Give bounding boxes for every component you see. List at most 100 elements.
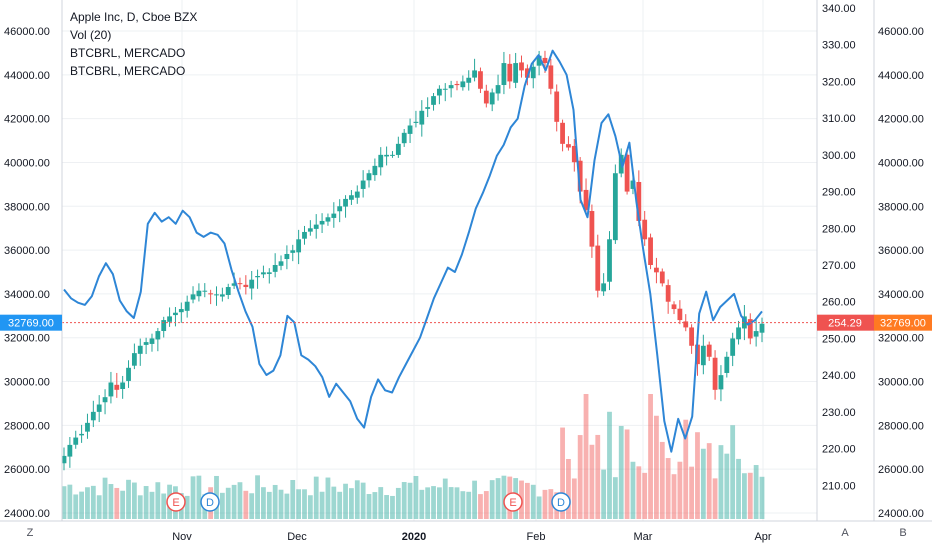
candle-body <box>636 181 642 221</box>
volume-bar <box>360 482 366 519</box>
right-axis-label: 24000.00 <box>878 508 924 520</box>
volume-bar <box>730 425 736 519</box>
volume-bar <box>184 495 190 519</box>
legend-volume: Vol (20) <box>70 28 112 42</box>
candle-body <box>560 122 565 144</box>
left-axis-label: 34000.00 <box>4 289 50 301</box>
volume-bar <box>190 476 196 519</box>
candle-body <box>255 276 260 278</box>
volume-bar <box>577 435 583 519</box>
volume-bar <box>261 487 266 519</box>
volume-bar <box>736 458 741 519</box>
volume-bar <box>724 453 730 519</box>
volume-bar <box>677 461 683 519</box>
volume-bar <box>149 491 155 519</box>
right-axis-label: 34000.00 <box>878 289 924 301</box>
candle-body <box>120 382 126 389</box>
candle-body <box>654 267 659 273</box>
candle-body <box>466 77 472 83</box>
candle-body <box>548 65 554 89</box>
candle-body <box>495 85 501 94</box>
volume-bar <box>618 425 624 519</box>
mid-axis-label: 280.00 <box>822 223 856 235</box>
volume-bar <box>712 478 718 519</box>
volume-bar <box>102 477 108 519</box>
volume-bar <box>290 479 296 519</box>
corner-z-button[interactable]: Z <box>26 527 34 539</box>
volume-bar <box>79 491 84 519</box>
candle-body <box>290 250 296 253</box>
mid-axis-label: 240.00 <box>822 370 856 382</box>
candle-body <box>436 88 442 96</box>
volume-bar <box>249 493 255 519</box>
volume-bar <box>630 461 636 519</box>
volume-bar <box>85 487 90 519</box>
mid-axis-label: 210.00 <box>822 480 856 492</box>
volume-bar <box>407 482 413 519</box>
volume-bar <box>307 495 313 519</box>
right-axis-label: 42000.00 <box>878 114 924 126</box>
corner-a-button[interactable]: A <box>841 527 849 539</box>
dividend-marker[interactable] <box>551 492 571 512</box>
candle-body <box>243 284 249 288</box>
candle-body <box>219 294 225 297</box>
candle-body <box>530 66 536 79</box>
candle-body <box>278 261 284 266</box>
candle-body <box>442 88 448 90</box>
volume-bar <box>337 491 343 519</box>
volume-bar <box>390 495 395 519</box>
earnings-marker[interactable] <box>503 492 523 512</box>
volume-bar <box>742 473 747 519</box>
volume-bar <box>266 491 272 519</box>
candle-body <box>425 107 431 109</box>
volume-bar <box>648 394 653 519</box>
candle-body <box>566 144 571 148</box>
left-price-badge <box>0 314 62 331</box>
volume-bar <box>571 478 577 519</box>
candle-body <box>126 367 131 381</box>
volume-bar <box>654 415 659 519</box>
time-axis-label: Apr <box>754 531 771 543</box>
volume-bar <box>431 486 436 519</box>
left-axis-label: 36000.00 <box>4 245 50 257</box>
right-axis-label: 44000.00 <box>878 70 924 82</box>
candle-body <box>67 444 73 457</box>
right-price-badge-text: 32769.00 <box>880 318 926 330</box>
candle-body <box>173 312 178 316</box>
candle-body <box>483 90 489 104</box>
volume-bar <box>501 475 507 519</box>
candle-body <box>178 309 184 313</box>
volume-bar <box>436 487 442 519</box>
left-axis-label: 32000.00 <box>4 333 50 345</box>
candle-body <box>354 191 360 198</box>
volume-bar <box>284 493 290 519</box>
mid-axis-label: 260.00 <box>822 297 856 309</box>
volume-bar <box>61 486 67 519</box>
candle-body <box>196 290 202 297</box>
left-axis-label: 24000.00 <box>4 508 50 520</box>
candle-body <box>431 96 436 105</box>
candle-body <box>73 437 79 445</box>
volume-bar <box>114 487 120 519</box>
candle-body <box>202 290 208 292</box>
candle-body <box>90 411 96 421</box>
candle-body <box>489 92 495 105</box>
dividend-marker[interactable] <box>200 492 220 512</box>
candle-body <box>524 68 530 78</box>
chart-legend: Apple Inc, D, Cboe BZX Vol (20) BTCBRL, … <box>70 8 197 80</box>
earnings-marker[interactable] <box>166 492 186 512</box>
volume-bar <box>665 458 671 519</box>
candle-body <box>454 83 460 86</box>
volume-bar <box>448 487 454 519</box>
candle-body <box>554 91 560 122</box>
volume-bar <box>442 478 448 519</box>
mid-axis-label: 230.00 <box>822 407 856 419</box>
time-axis-label: 2020 <box>402 531 426 543</box>
candle-body <box>413 121 419 123</box>
candle-body <box>231 283 237 286</box>
corner-b-button[interactable]: B <box>899 527 907 539</box>
candle-body <box>513 63 519 83</box>
mid-axis-label: 290.00 <box>822 187 856 199</box>
